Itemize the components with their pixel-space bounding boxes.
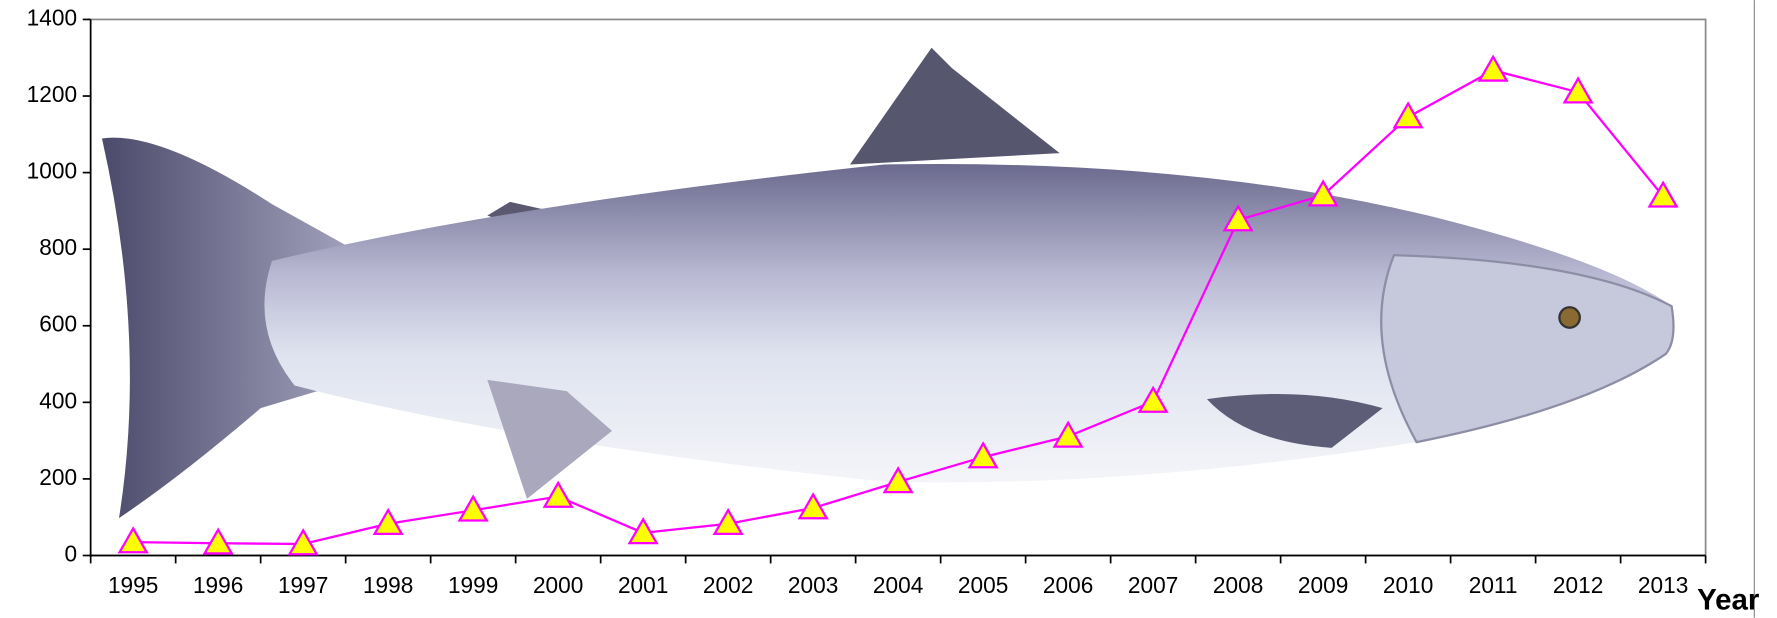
triangle-marker <box>967 441 999 469</box>
y-tick-label: 1400 <box>27 4 77 30</box>
y-tick-label: 1200 <box>27 81 77 107</box>
x-tick-label: 1997 <box>278 572 328 598</box>
x-tick-label: 2009 <box>1298 572 1348 598</box>
y-tick-label: 400 <box>39 387 77 413</box>
triangle-marker <box>117 526 149 554</box>
triangle-marker <box>202 527 234 555</box>
x-tick-label: 2006 <box>1043 572 1093 598</box>
x-tick-label: 2012 <box>1553 572 1603 598</box>
triangle-marker <box>1562 76 1594 104</box>
triangle-marker <box>1647 180 1679 208</box>
triangle-marker <box>1392 101 1424 129</box>
triangle-marker <box>372 507 404 536</box>
x-axis-label: Year <box>1697 584 1760 617</box>
triangle-marker <box>1477 54 1509 82</box>
triangle-marker <box>457 494 489 522</box>
y-tick-label: 1000 <box>27 158 77 184</box>
x-tick-label: 2013 <box>1638 572 1688 598</box>
y-tick-label: 200 <box>39 464 77 490</box>
x-tick-label: 1996 <box>193 572 243 598</box>
triangle-marker <box>627 517 659 545</box>
x-tick-label: 2002 <box>703 572 753 598</box>
x-tick-label: 2008 <box>1213 572 1263 598</box>
triangle-marker <box>1307 179 1339 207</box>
x-tick-label: 1995 <box>108 572 158 598</box>
triangle-marker <box>797 492 829 520</box>
triangle-marker <box>1137 385 1169 413</box>
triangle-marker <box>712 507 744 536</box>
x-tick-label: 1999 <box>448 572 498 598</box>
triangle-marker <box>882 466 914 494</box>
triangle-marker <box>1052 420 1084 448</box>
x-tick-label: 2005 <box>958 572 1008 598</box>
x-tick-label: 2007 <box>1128 572 1178 598</box>
triangle-marker <box>287 528 319 556</box>
x-tick-label: 2003 <box>788 572 838 598</box>
y-tick-label: 800 <box>39 234 77 260</box>
x-tick-label: 2001 <box>618 572 668 598</box>
x-tick-label: 2000 <box>533 572 583 598</box>
y-tick-label: 600 <box>39 311 77 337</box>
x-tick-label: 2004 <box>873 572 923 598</box>
x-tick-label: 1998 <box>363 572 413 598</box>
x-tick-label: 2010 <box>1383 572 1433 598</box>
fish-illustration <box>101 47 1675 519</box>
x-tick-label: 2011 <box>1469 572 1518 598</box>
triangle-marker <box>1222 204 1254 232</box>
y-tick-label: 0 <box>64 540 77 566</box>
triangle-marker <box>542 480 574 508</box>
